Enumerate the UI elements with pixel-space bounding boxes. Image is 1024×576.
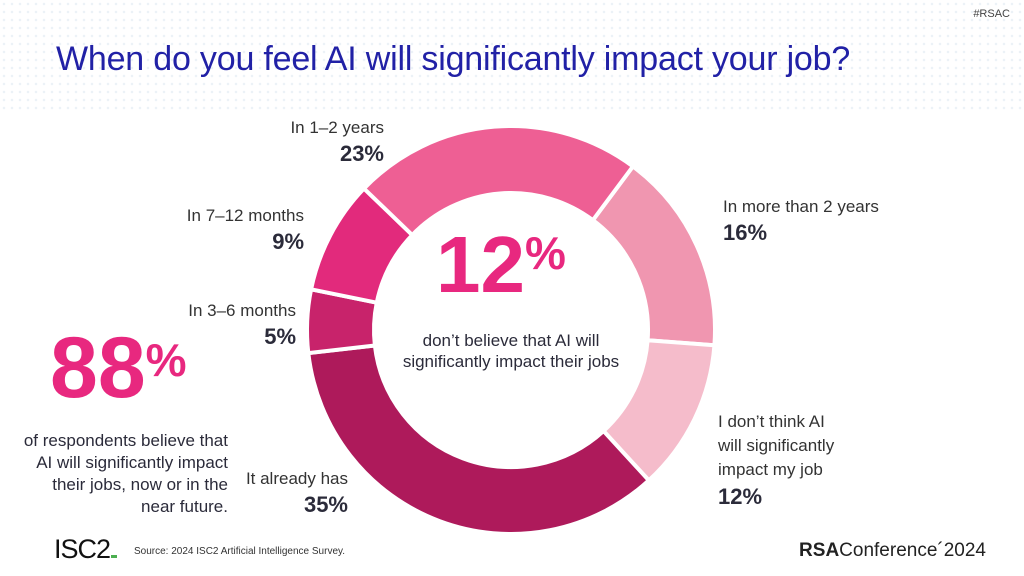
label-dont-think: I don’t think AI will significantly impact… [718,412,835,509]
label-7-12-months: In 7–12 months 9% [186,206,304,254]
rsa-conference-logo: RSAConference´2024 [799,540,986,561]
slide-title: When do you feel AI will significantly i… [56,40,851,78]
isc2-logo: ISC2 [54,534,118,565]
donut-segment-it-already-has [306,343,652,536]
label-already-has: It already has 35% [245,469,348,517]
background-pattern [0,0,1024,110]
label-3-6-months: In 3–6 months 5% [188,301,296,349]
label-more-than-2-years: In more than 2 years 16% [723,197,879,245]
side-caption: of respondents believe that AI will sign… [23,431,228,516]
source-note: Source: 2024 ISC2 Artificial Intelligenc… [134,546,346,557]
center-caption: don’t believe that AI will significantly… [402,331,620,371]
hashtag: #RSAC [973,8,1010,20]
donut-segment-in-1-2-years [361,124,636,238]
label-1-2-years: In 1–2 years 23% [290,118,384,166]
center-percent: 12% [436,220,566,309]
side-percent: 88% [50,320,187,416]
